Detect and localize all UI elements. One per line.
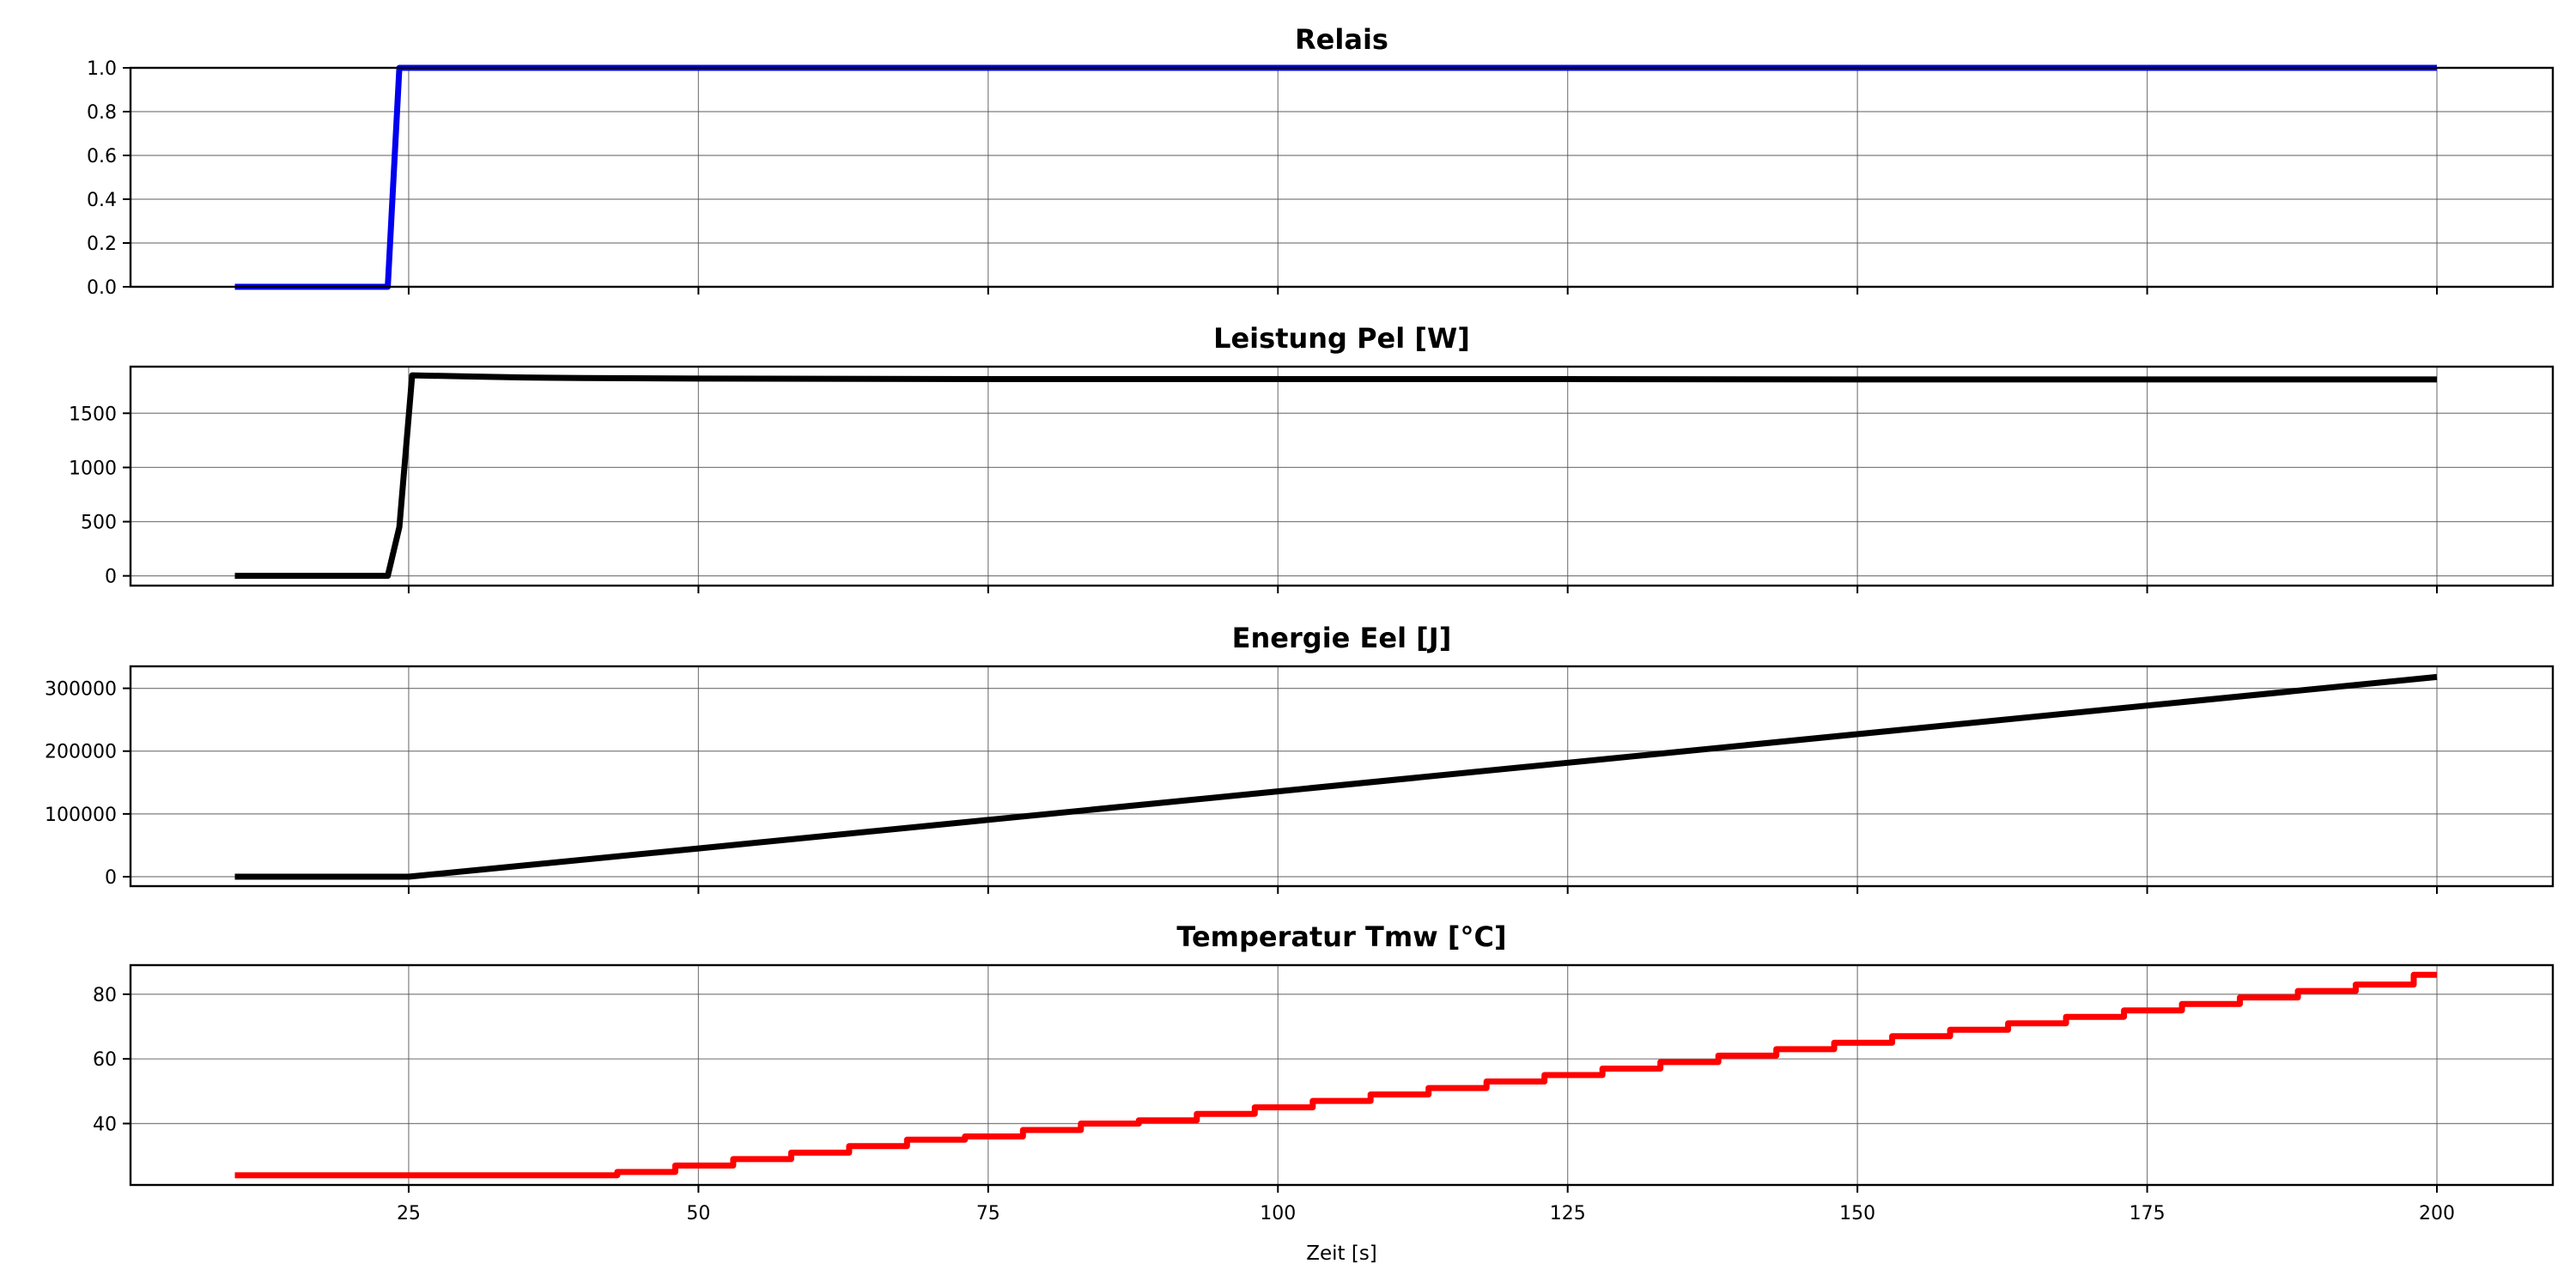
series-line-1: [234, 64, 2437, 290]
y-tick-label: 0: [105, 867, 117, 889]
y-tick-label: 80: [93, 985, 117, 1006]
series-line-1: [234, 971, 2437, 1179]
axes-frame: [129, 963, 2555, 1187]
axes-frame: [129, 665, 2555, 888]
y-tick-label: 1.0: [87, 58, 117, 80]
y-tick-label: 100000: [45, 805, 117, 826]
series-line-1: [234, 372, 2437, 580]
y-tick-label: 300000: [45, 679, 117, 701]
subplot-1: Relais 0.0 0.2 0.4 0.6 0.8 1.0: [87, 23, 2555, 299]
y-tick-label: 1000: [69, 458, 117, 479]
subplot-4: Temperatur Tmw [°C] 25 50 75 100 125 150 175 200…: [93, 920, 2555, 1265]
subplot-title: Temperatur Tmw [°C]: [1176, 920, 1506, 953]
y-tick-label: 0.6: [87, 146, 117, 167]
subplot-title: Leistung Pel [W]: [1213, 322, 1470, 355]
x-tick-label: 200: [2419, 1203, 2455, 1224]
axes-frame: [129, 66, 2555, 289]
subplot-3: Energie Eel [J] 0 100000 200000 300000: [45, 622, 2555, 894]
y-tick-label: 0.8: [87, 102, 117, 124]
y-tick-label: 60: [93, 1049, 117, 1071]
x-tick-label: 25: [397, 1203, 421, 1224]
subplot-2: Leistung Pel [W] 0 500 1000 1500: [69, 322, 2555, 593]
x-tick-label: 175: [2129, 1203, 2166, 1224]
x-axis-label: Zeit [s]: [1306, 1242, 1377, 1265]
y-tick-label: 0: [105, 567, 117, 588]
y-tick-label: 1500: [69, 404, 117, 425]
axes-frame: [129, 365, 2555, 587]
subplot-title: Relais: [1295, 23, 1388, 56]
x-tick-label: 125: [1550, 1203, 1586, 1224]
subplot-title: Energie Eel [J]: [1232, 622, 1452, 654]
y-tick-label: 40: [93, 1114, 117, 1135]
series-line-1: [234, 673, 2438, 880]
y-tick-label: 500: [81, 513, 117, 534]
y-tick-label: 0.4: [87, 190, 117, 211]
x-tick-label: 75: [976, 1203, 1000, 1224]
x-tick-label: 50: [686, 1203, 710, 1224]
y-tick-label: 0.0: [87, 277, 117, 299]
x-tick-label: 100: [1260, 1203, 1296, 1224]
x-tick-label: 150: [1839, 1203, 1875, 1224]
y-tick-label: 200000: [45, 742, 117, 763]
y-tick-label: 0.2: [87, 234, 117, 255]
